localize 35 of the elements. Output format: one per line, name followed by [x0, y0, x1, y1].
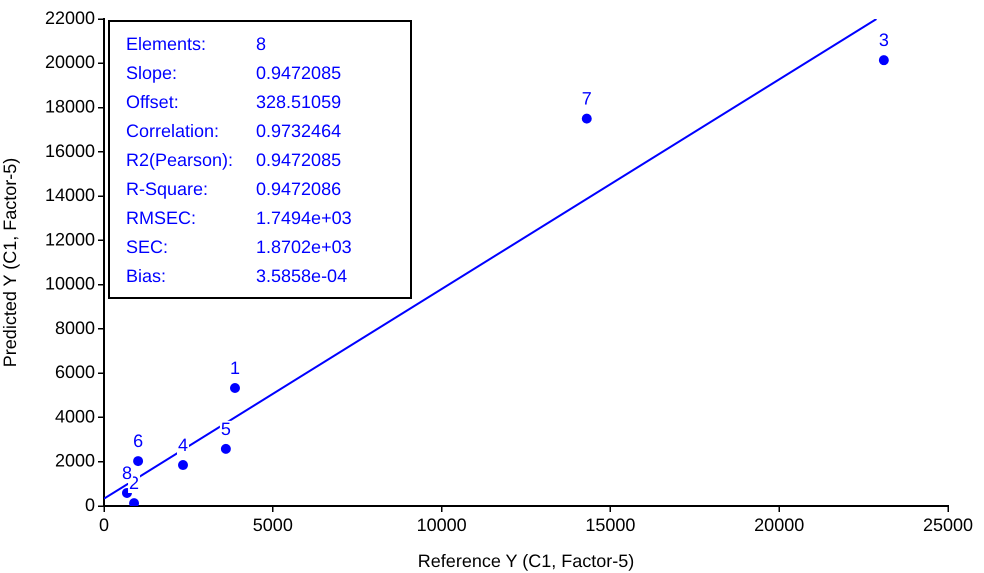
y-tick-label: 20000	[44, 52, 95, 72]
point	[133, 456, 144, 466]
y-tick-label: 2000	[54, 450, 95, 471]
y-tick-label: 6000	[54, 362, 95, 382]
annotation: 5	[220, 418, 231, 439]
point	[582, 114, 592, 124]
stats-box: Elements: 8 Slope: 0.9472085 Offset: 328.51059 Correlation: 0.9732464 R2(Pearson): 0.9472085 R-Square: 0.9472086 RMSEC: 1.7494e+03 SEC: 1.8702e+03 Bias: 3.5858e-04	[108, 20, 412, 299]
y-tick-label: 22000	[44, 8, 95, 28]
x-tick-label: 5000	[252, 514, 293, 535]
point	[230, 383, 240, 394]
point	[129, 498, 140, 506]
annotation: 4	[178, 435, 188, 456]
x-axis-title: Reference Y (C1, Factor-5)	[418, 551, 634, 572]
y-tick-label: 0	[84, 494, 95, 515]
annotation: 7	[582, 88, 592, 109]
x-tick-label: 15000	[585, 514, 636, 535]
x-tick-label: 25000	[922, 514, 974, 535]
y-tick-label: 12000	[44, 229, 95, 250]
annotation: 3	[878, 30, 889, 50]
annotation: 6	[133, 431, 144, 452]
y-tick-label: 4000	[54, 406, 95, 426]
x-tick-label: 0	[98, 514, 110, 535]
y-tick-label: 18000	[44, 96, 95, 117]
y-tick-label: 8000	[54, 318, 95, 338]
y-axis-title: Predicted Y (C1, Factor-5)	[0, 158, 20, 368]
annotation: 8	[122, 462, 132, 483]
point	[178, 460, 188, 470]
y-tick-label: 14000	[44, 185, 95, 206]
x-tick-label: 10000	[416, 514, 467, 535]
x-tick-label: 20000	[754, 514, 804, 535]
point	[220, 444, 231, 454]
point	[878, 55, 889, 66]
annotation: 1	[230, 358, 240, 378]
y-tick-label: 10000	[44, 274, 95, 294]
y-tick-label: 16000	[44, 140, 95, 161]
